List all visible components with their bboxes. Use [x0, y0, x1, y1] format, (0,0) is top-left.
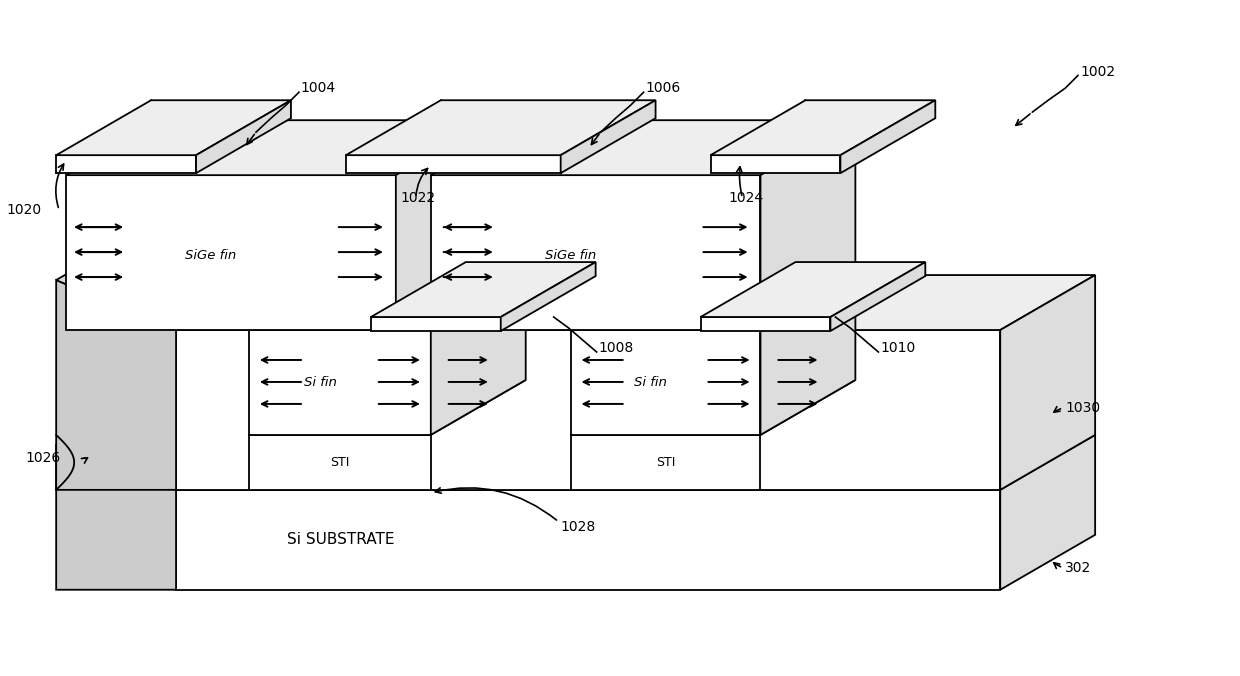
Polygon shape	[196, 100, 291, 173]
Polygon shape	[371, 262, 595, 317]
Text: 1004: 1004	[301, 81, 336, 95]
Text: 1006: 1006	[646, 81, 681, 95]
Polygon shape	[176, 490, 1001, 589]
Polygon shape	[249, 330, 430, 435]
Polygon shape	[841, 100, 935, 173]
Polygon shape	[711, 155, 841, 173]
Polygon shape	[249, 435, 430, 490]
Polygon shape	[249, 275, 526, 330]
Text: 1026: 1026	[26, 451, 61, 465]
Text: STI: STI	[330, 456, 350, 469]
Text: Si fin: Si fin	[634, 377, 667, 389]
Polygon shape	[430, 175, 760, 330]
Polygon shape	[396, 120, 491, 330]
Polygon shape	[570, 435, 760, 490]
Text: 1008: 1008	[599, 341, 634, 355]
Text: 1028: 1028	[560, 520, 596, 534]
Polygon shape	[66, 175, 396, 330]
Polygon shape	[66, 120, 491, 175]
Polygon shape	[1001, 275, 1095, 490]
Polygon shape	[346, 100, 656, 155]
Polygon shape	[570, 380, 856, 435]
Polygon shape	[760, 120, 856, 330]
Polygon shape	[56, 155, 196, 173]
Polygon shape	[56, 390, 272, 490]
Polygon shape	[56, 280, 176, 490]
Polygon shape	[831, 262, 925, 331]
Text: 1022: 1022	[401, 191, 436, 205]
Polygon shape	[249, 380, 526, 435]
Text: Si fin: Si fin	[305, 377, 337, 389]
Text: 1020: 1020	[6, 203, 41, 217]
Polygon shape	[176, 435, 1095, 490]
Polygon shape	[760, 275, 856, 435]
Polygon shape	[56, 225, 272, 330]
Text: 1030: 1030	[1065, 401, 1100, 415]
Text: STI: STI	[656, 456, 676, 469]
Polygon shape	[430, 120, 856, 175]
Polygon shape	[430, 275, 526, 435]
Polygon shape	[701, 317, 831, 331]
Polygon shape	[570, 275, 856, 330]
Text: SiGe fin: SiGe fin	[186, 249, 237, 262]
Polygon shape	[176, 330, 1001, 490]
Text: 1002: 1002	[1080, 66, 1115, 79]
Text: 302: 302	[1065, 561, 1091, 575]
Polygon shape	[371, 317, 501, 331]
Polygon shape	[346, 155, 560, 173]
Polygon shape	[501, 262, 595, 331]
Polygon shape	[56, 100, 291, 155]
Polygon shape	[701, 262, 925, 317]
Text: 1024: 1024	[729, 191, 764, 205]
Polygon shape	[176, 275, 1095, 330]
Text: 1010: 1010	[880, 341, 915, 355]
Text: SiGe fin: SiGe fin	[546, 249, 596, 262]
Polygon shape	[1001, 435, 1095, 589]
Polygon shape	[56, 445, 176, 589]
Text: Si SUBSTRATE: Si SUBSTRATE	[288, 532, 394, 548]
Polygon shape	[570, 330, 760, 435]
Polygon shape	[711, 100, 935, 155]
Polygon shape	[560, 100, 656, 173]
